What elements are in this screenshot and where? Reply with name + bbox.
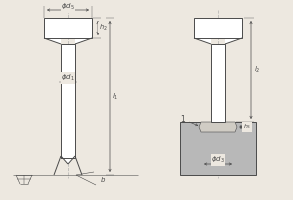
Text: $l_1$: $l_1$ [112, 91, 118, 102]
Text: $\phi d_1$: $\phi d_1$ [61, 73, 75, 83]
Text: $\phi d_5$: $\phi d_5$ [61, 2, 75, 12]
Text: 1: 1 [180, 114, 185, 123]
Text: $l_2$: $l_2$ [254, 65, 260, 75]
Text: $b$: $b$ [100, 176, 106, 184]
Polygon shape [180, 122, 256, 175]
Text: $h_2$: $h_2$ [99, 23, 107, 33]
Polygon shape [211, 44, 225, 122]
Polygon shape [225, 38, 242, 44]
Polygon shape [44, 18, 92, 38]
Polygon shape [44, 38, 61, 44]
Polygon shape [194, 38, 211, 44]
Text: $\phi d_3$: $\phi d_3$ [211, 155, 225, 165]
Polygon shape [199, 122, 237, 132]
Polygon shape [194, 18, 242, 38]
Polygon shape [75, 38, 92, 44]
Text: $h_3$: $h_3$ [243, 123, 251, 131]
Polygon shape [61, 156, 75, 164]
Polygon shape [61, 44, 75, 158]
